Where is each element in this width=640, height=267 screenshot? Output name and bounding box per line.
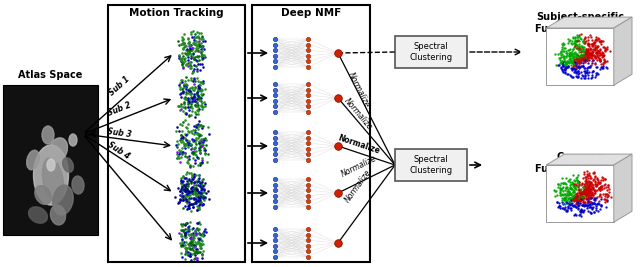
- Ellipse shape: [53, 185, 73, 215]
- Text: Spectral
Clustering: Spectral Clustering: [410, 42, 452, 62]
- Text: Normalize: Normalize: [339, 154, 378, 179]
- Text: Sub 4: Sub 4: [106, 140, 132, 160]
- Ellipse shape: [63, 158, 74, 172]
- Ellipse shape: [72, 176, 84, 194]
- Polygon shape: [614, 17, 632, 85]
- Text: Sub 3: Sub 3: [106, 127, 132, 139]
- Ellipse shape: [33, 145, 68, 205]
- Polygon shape: [546, 154, 632, 165]
- Ellipse shape: [47, 159, 55, 171]
- Ellipse shape: [69, 134, 77, 146]
- Text: Subject-specific
Functional Units: Subject-specific Functional Units: [535, 12, 625, 34]
- Polygon shape: [546, 17, 632, 28]
- Text: Spectral
Clustering: Spectral Clustering: [410, 155, 452, 175]
- Ellipse shape: [29, 207, 47, 223]
- Bar: [395, 149, 467, 181]
- Text: Normalize: Normalize: [342, 96, 374, 132]
- Text: Deep NMF: Deep NMF: [281, 8, 341, 18]
- Text: Motion Tracking: Motion Tracking: [129, 8, 224, 18]
- Text: Atlas Space: Atlas Space: [19, 70, 83, 80]
- Bar: [252, 5, 370, 262]
- Text: Normalize: Normalize: [337, 133, 381, 155]
- Bar: [546, 165, 614, 222]
- Text: Common
Functional Units: Common Functional Units: [535, 152, 625, 174]
- Ellipse shape: [42, 158, 63, 202]
- Bar: [3, 85, 98, 235]
- Ellipse shape: [49, 138, 67, 162]
- Ellipse shape: [27, 150, 39, 170]
- Bar: [395, 36, 467, 68]
- Ellipse shape: [42, 126, 54, 144]
- Text: Normalize: Normalize: [346, 70, 371, 109]
- Bar: [108, 5, 245, 262]
- Ellipse shape: [35, 186, 51, 205]
- Text: Sub 2: Sub 2: [106, 100, 132, 118]
- Text: Normalize: Normalize: [344, 168, 374, 204]
- Polygon shape: [614, 154, 632, 222]
- Ellipse shape: [51, 205, 65, 225]
- Bar: [546, 28, 614, 85]
- Text: Sub 1: Sub 1: [107, 75, 131, 97]
